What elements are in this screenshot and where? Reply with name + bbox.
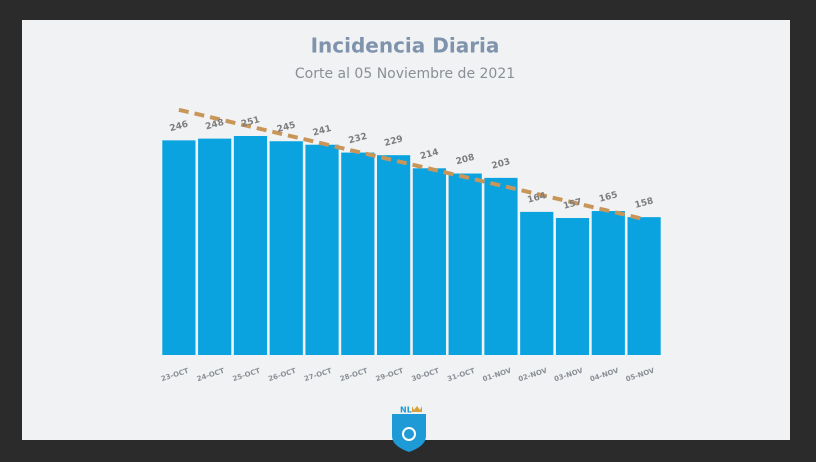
value-label: 229 xyxy=(383,134,404,149)
value-label: 165 xyxy=(598,190,619,205)
value-label: 214 xyxy=(419,148,440,163)
bar xyxy=(484,177,518,355)
bar xyxy=(305,144,339,355)
chart-title: Incidencia Diaria xyxy=(311,34,500,58)
value-label: 241 xyxy=(312,124,333,139)
bar xyxy=(520,211,554,355)
value-label: 157 xyxy=(562,197,583,212)
value-label: 246 xyxy=(169,120,190,135)
chart-subtitle: Corte al 05 Noviembre de 2021 xyxy=(295,66,515,82)
bar xyxy=(591,211,625,355)
bar xyxy=(162,140,196,355)
bar xyxy=(555,218,590,355)
logo-crown xyxy=(412,406,422,412)
bar xyxy=(377,155,411,355)
logo: NL xyxy=(392,406,426,452)
bar xyxy=(412,168,446,355)
bar xyxy=(269,141,303,355)
bar xyxy=(198,138,232,355)
value-label: 203 xyxy=(491,157,512,172)
logo-icon xyxy=(402,427,416,441)
bar xyxy=(233,136,268,355)
value-label: 245 xyxy=(276,120,297,135)
logo-shield xyxy=(392,414,426,452)
value-label: 208 xyxy=(455,153,476,168)
value-label: 158 xyxy=(634,196,655,211)
value-label: 232 xyxy=(348,132,369,147)
bar xyxy=(448,173,482,355)
value-label: 251 xyxy=(240,115,261,130)
bar xyxy=(627,217,661,355)
value-label: 248 xyxy=(204,118,225,133)
bar xyxy=(341,152,375,355)
value-label: 164 xyxy=(527,191,548,206)
logo-text: NL xyxy=(400,406,412,415)
